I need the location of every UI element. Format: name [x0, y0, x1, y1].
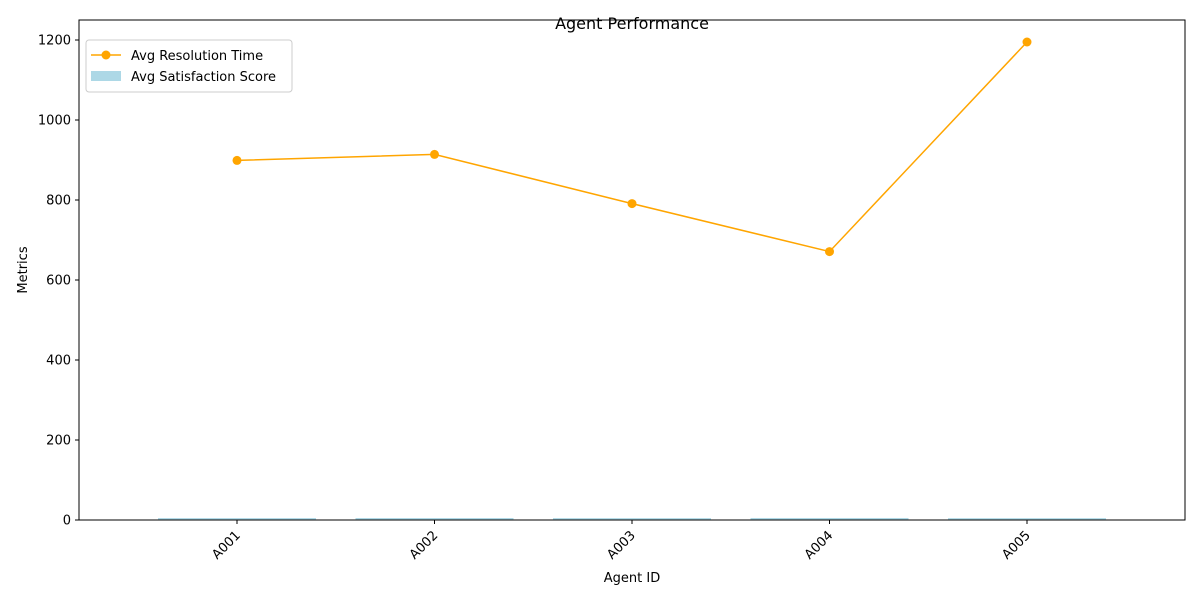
- bar-satisfaction-score: [553, 518, 711, 520]
- legend-label-resolution-time: Avg Resolution Time: [131, 49, 263, 64]
- legend-label-satisfaction-score: Avg Satisfaction Score: [131, 70, 276, 85]
- point-resolution-time: [232, 155, 242, 165]
- plot-frame: [78, 19, 1186, 521]
- y-tick-label: 1000: [38, 114, 71, 129]
- y-tick-label: 400: [46, 354, 71, 369]
- bar-satisfaction-score: [355, 518, 514, 520]
- line-resolution-time: [236, 41, 1028, 253]
- y-axis-label: Metrics: [16, 246, 31, 293]
- point-resolution-time: [825, 247, 834, 257]
- plot-area: [158, 37, 1106, 520]
- x-axis: A001 A002 A003 A004 A005: [209, 520, 1034, 563]
- y-tick-label: 600: [46, 274, 71, 289]
- x-axis-label: Agent ID: [604, 571, 660, 586]
- point-resolution-time: [627, 199, 637, 209]
- x-tick-label: A004: [802, 528, 836, 562]
- legend-bar-swatch: [91, 71, 121, 81]
- legend-line-marker: [101, 50, 111, 60]
- point-resolution-time: [430, 149, 439, 159]
- x-tick-label: A005: [999, 528, 1033, 562]
- bar-satisfaction-score: [948, 518, 1106, 520]
- y-axis: 0 200 400 600 800 1000 1200: [38, 34, 79, 529]
- y-tick-label: 800: [46, 194, 71, 209]
- x-tick-label: A003: [604, 528, 638, 562]
- y-tick-label: 1200: [38, 34, 71, 49]
- legend-box: [85, 39, 293, 93]
- y-tick-label: 200: [46, 434, 71, 449]
- x-tick-label: A002: [407, 528, 441, 562]
- bar-satisfaction-score: [750, 517, 909, 520]
- x-tick-label: A001: [209, 528, 243, 562]
- bar-satisfaction-score: [158, 518, 316, 520]
- legend: Avg Resolution Time Avg Satisfaction Sco…: [85, 39, 293, 93]
- point-resolution-time: [1022, 37, 1032, 47]
- chart-title: Agent Performance: [555, 14, 709, 33]
- y-tick-label: 0: [63, 514, 71, 529]
